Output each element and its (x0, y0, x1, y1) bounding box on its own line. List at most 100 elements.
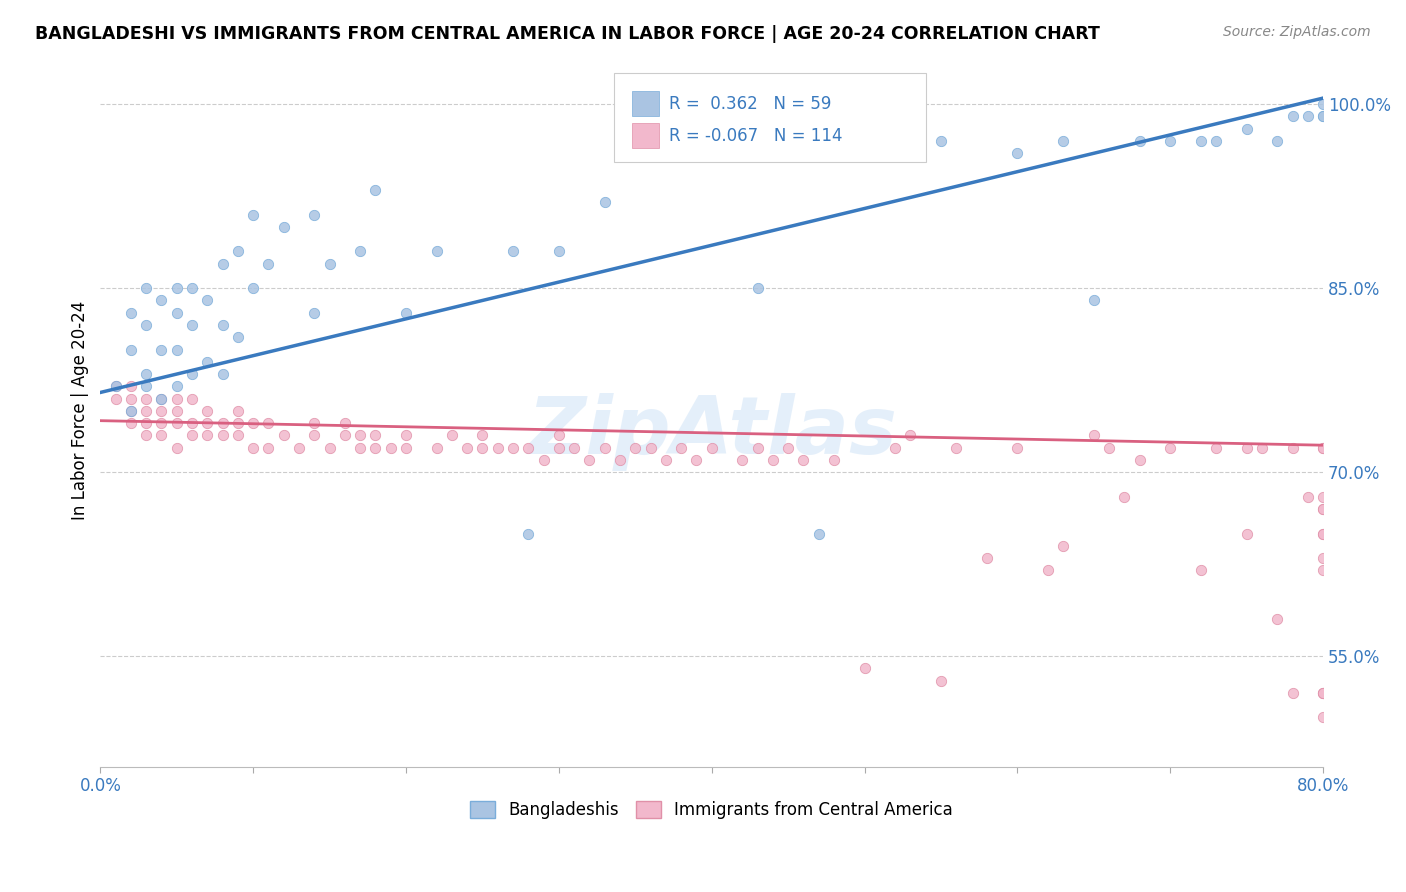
Point (1312, 710, 1334, 724)
Point (609, 453, 631, 467)
Point (1265, 612, 1288, 626)
Bar (633, 91, 659, 116)
Point (333, 416, 356, 430)
Point (211, 416, 233, 430)
Point (318, 441, 340, 455)
Text: R =  0.362   N = 59: R = 0.362 N = 59 (669, 95, 831, 112)
Point (150, 392, 173, 406)
Point (1007, 146, 1029, 161)
Point (166, 343, 188, 357)
Point (1281, 441, 1303, 455)
Point (104, 392, 127, 406)
Point (426, 244, 449, 259)
Point (700, 441, 723, 455)
Point (181, 318, 204, 332)
Point (166, 392, 188, 406)
Point (1265, 134, 1288, 148)
Point (273, 219, 295, 234)
Point (195, 428, 218, 442)
Point (1083, 293, 1105, 308)
Point (135, 428, 157, 442)
Point (120, 392, 142, 406)
Point (1312, 502, 1334, 516)
Point (181, 428, 204, 442)
Point (395, 428, 418, 442)
Point (548, 428, 571, 442)
Point (1296, 490, 1319, 504)
Point (257, 416, 280, 430)
Point (150, 343, 173, 357)
Point (104, 379, 127, 393)
Point (440, 428, 463, 442)
FancyBboxPatch shape (614, 73, 925, 161)
Point (242, 441, 264, 455)
Point (120, 404, 142, 418)
Point (1312, 551, 1334, 566)
Point (135, 404, 157, 418)
Point (747, 441, 769, 455)
Point (471, 441, 494, 455)
Point (593, 195, 616, 210)
Point (1312, 563, 1334, 577)
Point (150, 404, 173, 418)
Point (593, 441, 616, 455)
Point (181, 367, 204, 381)
Point (150, 392, 173, 406)
Point (517, 526, 540, 541)
Point (1281, 686, 1303, 700)
Point (1312, 110, 1334, 124)
Point (120, 416, 142, 430)
Point (304, 306, 326, 320)
Point (242, 281, 264, 295)
Point (135, 281, 157, 295)
Point (747, 281, 769, 295)
Point (135, 367, 157, 381)
Point (211, 428, 233, 442)
Point (181, 281, 204, 295)
Point (1159, 441, 1181, 455)
Point (166, 379, 188, 393)
Point (166, 306, 188, 320)
Point (333, 428, 356, 442)
Point (1083, 428, 1105, 442)
Y-axis label: In Labor Force | Age 20-24: In Labor Force | Age 20-24 (72, 301, 89, 520)
Point (135, 379, 157, 393)
Point (380, 441, 402, 455)
Point (242, 208, 264, 222)
Point (1205, 441, 1227, 455)
Text: R = -0.067   N = 114: R = -0.067 N = 114 (669, 127, 842, 145)
Point (166, 416, 188, 430)
Point (304, 428, 326, 442)
Point (1312, 441, 1334, 455)
Point (1129, 134, 1152, 148)
Point (823, 453, 845, 467)
Point (853, 146, 876, 161)
Point (548, 441, 571, 455)
Point (364, 441, 387, 455)
Point (181, 416, 204, 430)
Point (226, 416, 249, 430)
Point (1236, 121, 1258, 136)
Point (242, 416, 264, 430)
Point (1312, 686, 1334, 700)
Point (150, 428, 173, 442)
Point (669, 441, 692, 455)
Text: Source: ZipAtlas.com: Source: ZipAtlas.com (1223, 25, 1371, 39)
Point (288, 441, 311, 455)
Point (120, 404, 142, 418)
Point (1251, 441, 1274, 455)
Point (273, 428, 295, 442)
Point (120, 379, 142, 393)
Point (456, 441, 478, 455)
Point (1312, 526, 1334, 541)
Point (900, 428, 922, 442)
Point (211, 367, 233, 381)
Point (304, 208, 326, 222)
Point (226, 404, 249, 418)
Bar (633, 123, 659, 148)
Point (1159, 134, 1181, 148)
Point (395, 306, 418, 320)
Point (502, 244, 524, 259)
Point (685, 453, 707, 467)
Point (1114, 490, 1136, 504)
